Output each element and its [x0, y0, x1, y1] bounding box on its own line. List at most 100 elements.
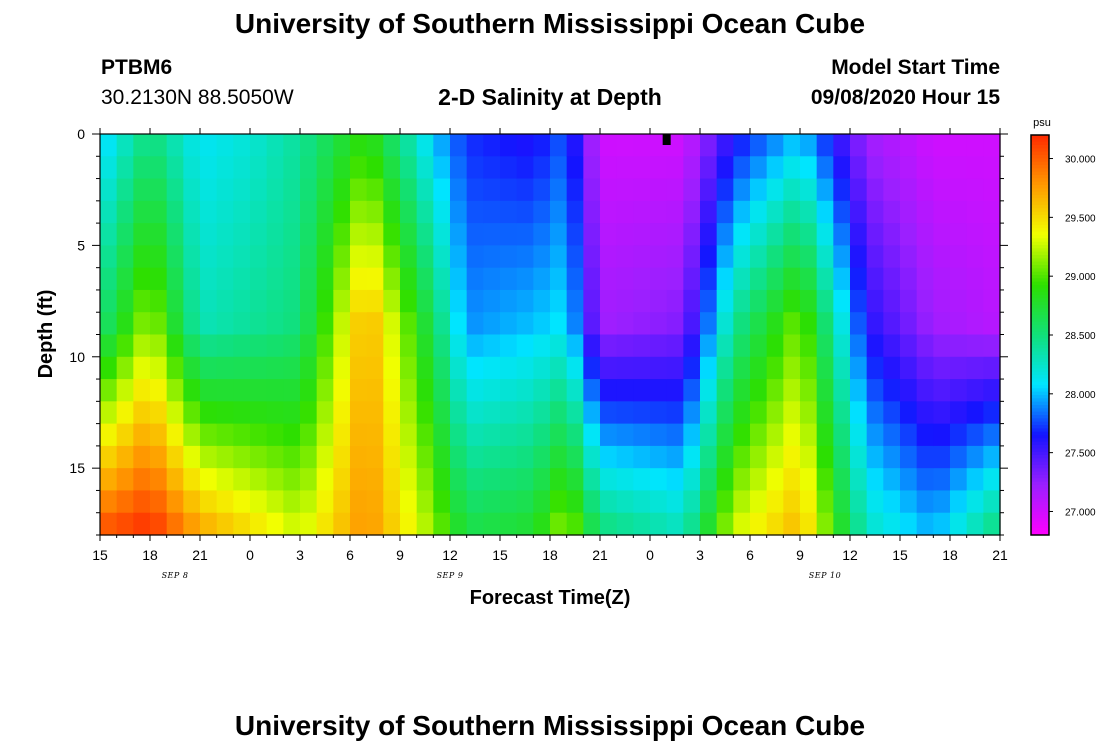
- colorbar-band: [1031, 241, 1049, 246]
- heatmap-cell: [666, 156, 684, 180]
- heatmap-cell: [266, 379, 284, 402]
- heatmap-cell: [550, 423, 568, 447]
- colorbar-band: [1031, 311, 1049, 316]
- heatmap-cell: [133, 289, 151, 313]
- heatmap-cell: [733, 379, 751, 402]
- heatmap-cell: [183, 401, 201, 425]
- colorbar-band: [1031, 381, 1049, 386]
- heatmap-cell: [900, 200, 918, 224]
- heatmap-cell: [733, 267, 751, 291]
- heatmap-cell: [250, 178, 268, 202]
- heatmap-cell: [216, 245, 234, 269]
- heatmap-cell: [433, 245, 451, 269]
- colorbar-band: [1031, 261, 1049, 266]
- x-tick-label: 18: [542, 547, 558, 563]
- heatmap-cell: [300, 512, 318, 536]
- heatmap-cell: [266, 200, 284, 224]
- heatmap-cell: [283, 423, 301, 447]
- heatmap-cell: [583, 178, 601, 202]
- heatmap-cell: [166, 423, 184, 447]
- colorbar-band: [1031, 148, 1049, 153]
- colorbar-band: [1031, 351, 1049, 356]
- colorbar-band: [1031, 338, 1049, 343]
- heatmap-cell: [300, 445, 318, 469]
- heatmap-cell: [183, 423, 201, 447]
- heatmap-cell: [766, 445, 784, 469]
- heatmap-cell: [783, 245, 801, 269]
- heatmap-cell: [566, 312, 584, 336]
- heatmap-cell: [400, 490, 418, 514]
- heatmap-cell: [483, 267, 501, 291]
- colorbar-band: [1031, 285, 1049, 289]
- heatmap-cell: [933, 423, 951, 447]
- heatmap-cell: [666, 178, 684, 202]
- colorbar-band: [1031, 401, 1049, 406]
- heatmap-cell: [766, 267, 784, 291]
- heatmap-cell: [900, 178, 918, 202]
- heatmap-cell: [383, 379, 401, 402]
- colorbar-band: [1031, 385, 1049, 389]
- heatmap-cell: [266, 289, 284, 313]
- heatmap-cell: [433, 267, 451, 291]
- colorbar-band: [1031, 171, 1049, 176]
- heatmap-cell: [350, 245, 368, 269]
- heatmap-cell: [866, 512, 884, 536]
- heatmap-cell: [250, 423, 268, 447]
- heatmap-cell: [833, 490, 851, 514]
- heatmap-cell: [350, 200, 368, 224]
- station-coords: 30.2130N 88.5050W: [101, 86, 294, 109]
- heatmap-cell: [550, 156, 568, 180]
- heatmap-cell: [900, 356, 918, 380]
- heatmap-cell: [766, 401, 784, 425]
- heatmap-cell: [766, 178, 784, 202]
- y-tick-label: 10: [69, 349, 85, 365]
- heatmap-cell: [766, 423, 784, 447]
- heatmap-cell: [550, 356, 568, 380]
- heatmap-cell: [416, 356, 434, 380]
- heatmap-cell: [633, 312, 651, 336]
- heatmap-cell: [233, 267, 251, 291]
- heatmap-cell: [866, 178, 884, 202]
- heatmap-cell: [933, 156, 951, 180]
- plot-title: 2-D Salinity at Depth: [438, 84, 662, 110]
- heatmap-cell: [100, 200, 118, 224]
- heatmap-cell: [450, 512, 468, 536]
- colorbar-band: [1031, 188, 1049, 193]
- heatmap-cell: [366, 512, 384, 536]
- heatmap-cell: [216, 468, 234, 492]
- heatmap-cell: [966, 512, 984, 536]
- heatmap-cell: [266, 423, 284, 447]
- heatmap-cell: [983, 379, 1001, 402]
- heatmap-cell: [266, 245, 284, 269]
- heatmap-cell: [300, 379, 318, 402]
- heatmap-cell: [500, 289, 518, 313]
- heatmap-cell: [450, 178, 468, 202]
- heatmap-cell: [416, 490, 434, 514]
- footer-title: University of Southern Mississippi Ocean…: [234, 710, 866, 741]
- heatmap-cell: [516, 245, 534, 269]
- heatmap-cell: [283, 512, 301, 536]
- heatmap-cell: [200, 267, 218, 291]
- x-tick-label: 9: [796, 547, 804, 563]
- heatmap-cell: [600, 468, 618, 492]
- heatmap-cell: [750, 134, 768, 157]
- heatmap-cell: [283, 490, 301, 514]
- heatmap-cell: [216, 223, 234, 246]
- heatmap-cell: [916, 156, 934, 180]
- heatmap-cell: [116, 178, 134, 202]
- heatmap-cell: [466, 490, 484, 514]
- station-id: PTBM6: [101, 56, 173, 79]
- colorbar-band: [1031, 345, 1049, 349]
- heatmap-cell: [350, 512, 368, 536]
- colorbar-band: [1031, 508, 1049, 513]
- heatmap-cell: [866, 245, 884, 269]
- heatmap-cell: [250, 356, 268, 380]
- heatmap-cell: [700, 200, 718, 224]
- heatmap-cell: [583, 468, 601, 492]
- heatmap-cell: [250, 490, 268, 514]
- heatmap-cell: [800, 312, 818, 336]
- heatmap-cell: [233, 156, 251, 180]
- heatmap-cell: [966, 289, 984, 313]
- heatmap-cell: [733, 445, 751, 469]
- heatmap-cell: [983, 312, 1001, 336]
